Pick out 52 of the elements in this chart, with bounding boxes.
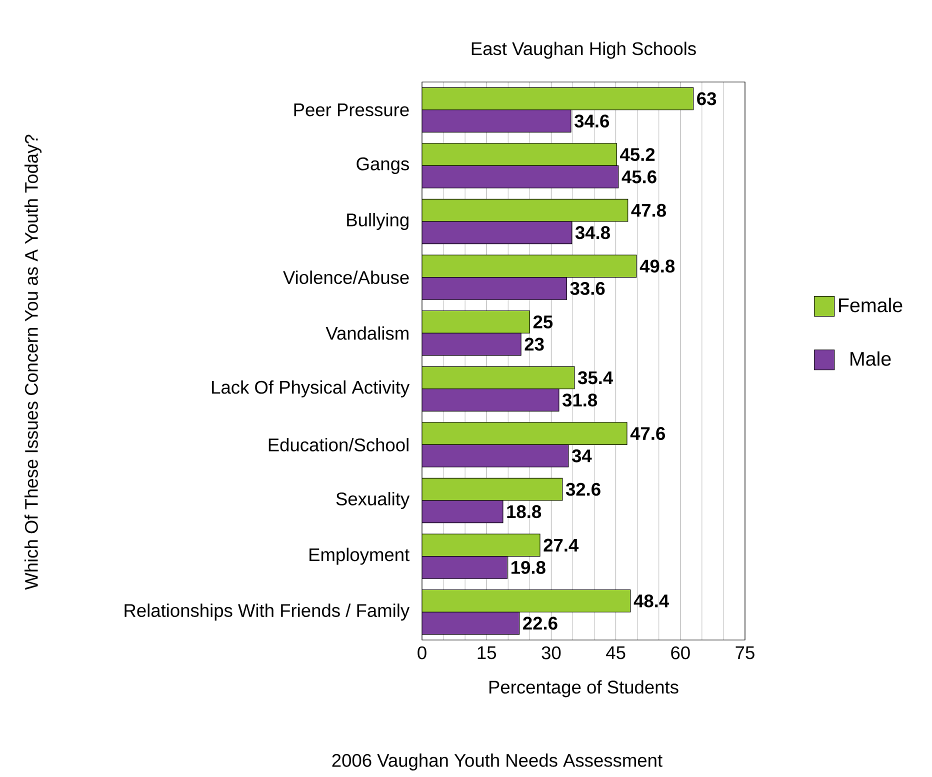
data-label: 23 xyxy=(524,338,544,351)
data-label: 33.6 xyxy=(570,282,605,296)
x-tick-label: 30 xyxy=(542,646,561,660)
data-label: 27.4 xyxy=(544,538,579,552)
y-tick-label: Sexuality xyxy=(336,492,410,510)
y-tick-label: Vandalism xyxy=(326,326,408,340)
data-label: 25 xyxy=(533,316,553,329)
bar xyxy=(422,88,694,110)
y-tick-label: Peer Pressure xyxy=(294,104,409,116)
data-label: 32.6 xyxy=(566,483,600,496)
bar xyxy=(422,478,563,501)
y-tick-label: Bullying xyxy=(347,213,408,230)
bar xyxy=(422,254,637,278)
y-tick-label: Lack Of Physical Activity xyxy=(212,380,410,398)
data-label: 35.4 xyxy=(578,371,614,384)
x-tick-label: 15 xyxy=(478,646,496,660)
bar xyxy=(422,199,628,222)
data-label: 45.6 xyxy=(622,170,656,184)
data-label: 19.8 xyxy=(512,561,546,574)
x-axis-title: Percentage of Students xyxy=(489,680,678,698)
data-label: 18.8 xyxy=(507,505,542,518)
legend-label: Female xyxy=(839,298,902,312)
x-tick-label: 45 xyxy=(606,646,626,660)
data-label: 22.6 xyxy=(523,616,558,630)
bar xyxy=(422,143,617,166)
data-label: 63 xyxy=(697,92,716,106)
data-label: 34.6 xyxy=(574,114,610,128)
data-label: 45.2 xyxy=(620,148,655,162)
data-label: 34.8 xyxy=(575,226,610,240)
y-tick-label: Violence/Abuse xyxy=(283,270,409,284)
bar xyxy=(422,366,575,390)
bar xyxy=(422,310,530,334)
data-label: 47.8 xyxy=(631,204,666,218)
data-label: 48.4 xyxy=(634,594,670,608)
x-tick-label: 75 xyxy=(736,646,754,660)
bar xyxy=(422,534,540,557)
data-label: 47.6 xyxy=(630,427,665,440)
data-label: 34 xyxy=(572,450,592,463)
legend-label: Male xyxy=(850,352,891,366)
text: 2006 Vaughan Youth Needs Assessment xyxy=(332,754,662,771)
x-tick-label: 0 xyxy=(418,646,426,660)
y-tick-label: Gangs xyxy=(356,158,409,174)
data-label: 31.8 xyxy=(562,394,598,407)
x-tick-label: 60 xyxy=(671,646,690,660)
y-tick-label: Education/School xyxy=(268,438,408,452)
bar xyxy=(422,422,628,446)
data-label: 49.8 xyxy=(640,260,675,273)
y-axis-title: Which Of These Issues Concern You as A Youth Today? xyxy=(24,135,42,590)
chart-title: East Vaughan High Schools xyxy=(472,42,696,59)
y-tick-label: Relationships With Friends / Family xyxy=(124,604,410,621)
y-tick-label: Employment xyxy=(310,548,410,566)
bar xyxy=(422,590,631,613)
